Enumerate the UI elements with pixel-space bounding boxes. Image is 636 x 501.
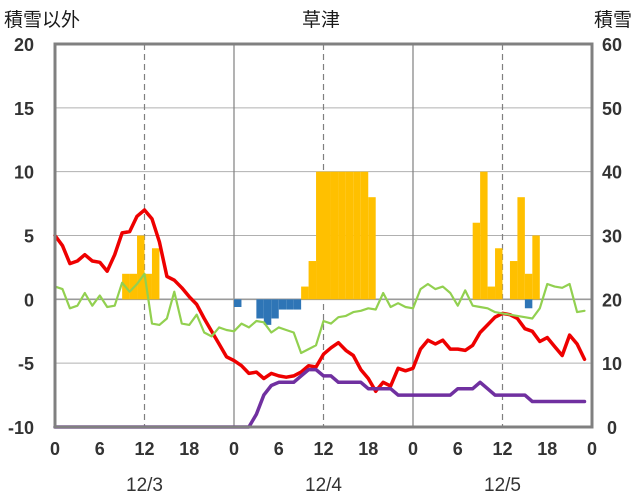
hour-tick-label: 0: [50, 439, 60, 459]
snow-bar: [151, 248, 160, 300]
left-tick-label: 5: [24, 227, 34, 247]
series-lines: [53, 208, 587, 429]
right-tick-label: 20: [602, 290, 622, 310]
left-tick-label: 10: [14, 163, 34, 183]
right-tick-label: 0: [607, 418, 617, 438]
hour-tick-label: 18: [537, 439, 557, 459]
snow-bar: [509, 261, 518, 300]
hour-tick-label: 18: [179, 439, 199, 459]
negative-bar: [278, 299, 287, 310]
hour-tick-label: 12: [492, 439, 512, 459]
right-tick-label: 50: [602, 99, 622, 119]
hour-tick-label: 12: [134, 439, 154, 459]
hour-tick-label: 6: [453, 439, 463, 459]
snow-bar: [360, 171, 369, 300]
right-tick-label: 10: [602, 354, 622, 374]
negative-bar: [256, 299, 264, 319]
left-tick-label: -5: [18, 354, 34, 374]
snow-bar: [487, 286, 496, 300]
snow-bar: [532, 235, 540, 300]
right-tick-label: 40: [602, 163, 622, 183]
plot-border: [53, 42, 594, 429]
snow-bar: [330, 171, 339, 300]
snow-bar: [524, 273, 533, 300]
right-axis-label: 積雪: [594, 9, 632, 31]
snow-bar: [517, 197, 525, 300]
snow-bar: [480, 171, 488, 300]
hour-tick-label: 12: [313, 439, 333, 459]
series-line-2: [53, 367, 587, 429]
snow-bar: [144, 273, 152, 300]
snow-bar: [316, 171, 324, 300]
left-tick-label: 20: [14, 35, 34, 55]
day-label: 12/4: [305, 475, 342, 496]
day-label: 12/3: [126, 475, 163, 496]
negative-bar: [524, 299, 533, 309]
left-tick-label: 0: [24, 290, 34, 310]
snowfall-bars: [122, 171, 540, 325]
snow-bar: [495, 248, 503, 300]
hour-tick-label: 0: [587, 439, 597, 459]
snow-bar: [338, 171, 346, 300]
snow-bar: [323, 171, 331, 300]
hour-tick-label: 6: [274, 439, 284, 459]
negative-bar: [293, 299, 302, 310]
snow-bar: [301, 286, 309, 300]
left-tick-label: -10: [8, 418, 34, 438]
hour-tick-label: 0: [229, 439, 239, 459]
snow-bar: [353, 171, 361, 300]
chart-title: 草津: [302, 9, 340, 31]
snow-bar: [368, 197, 376, 300]
plot-frame: [53, 42, 594, 429]
snow-bar: [345, 171, 354, 300]
hour-tick-label: 0: [408, 439, 418, 459]
snow-bar: [472, 222, 481, 300]
series-line-1: [53, 272, 586, 355]
hour-tick-label: 6: [95, 439, 105, 459]
hour-tick-label: 18: [358, 439, 378, 459]
day-label: 12/5: [484, 475, 521, 496]
negative-bar: [271, 299, 279, 319]
right-tick-label: 30: [602, 227, 622, 247]
snow-bar: [308, 261, 317, 300]
negative-bar: [234, 299, 242, 307]
series-line-0: [53, 208, 587, 394]
left-axis-label: 積雪以外: [4, 9, 80, 31]
snow-bar: [137, 235, 145, 300]
right-tick-label: 60: [602, 35, 622, 55]
negative-bar: [263, 299, 272, 325]
negative-bar: [286, 299, 294, 310]
left-tick-label: 15: [14, 99, 34, 119]
